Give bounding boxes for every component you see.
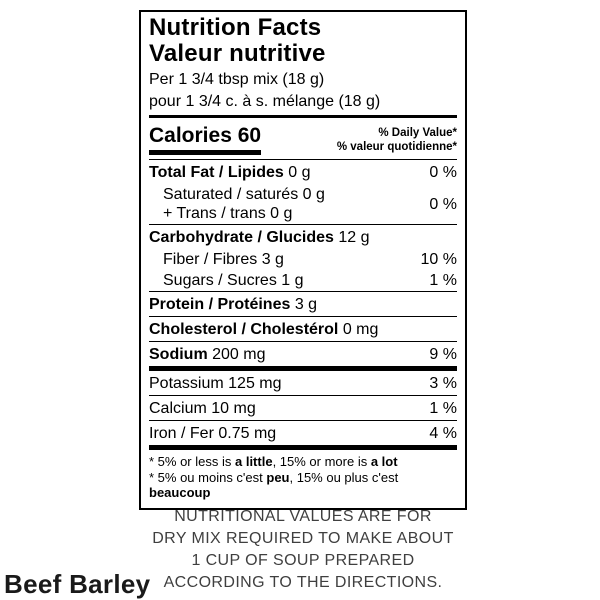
row-sodium: Sodium 200 mg 9 % (149, 341, 457, 366)
row-total-fat: Total Fat / Lipides 0 g 0 % (149, 159, 457, 184)
preparation-note-line: NUTRITIONAL VALUES ARE FOR (174, 508, 432, 525)
sodium-pct: 9 % (429, 345, 457, 363)
sugars-label: Sugars / Sucres (163, 272, 277, 289)
label-title-fr: Valeur nutritive (149, 40, 326, 67)
product-name: Beef Barley (4, 569, 151, 599)
potassium-pct: 3 % (429, 374, 457, 392)
row-potassium: Potassium 125 mg 3 % (149, 366, 457, 395)
potassium-label: Potassium (149, 374, 224, 392)
nutrition-facts-label: Nutrition Facts Valeur nutritive Per 1 3… (139, 10, 467, 510)
saturated-trans-pct: 0 % (429, 195, 457, 213)
daily-value-en: % Daily Value* (378, 127, 457, 139)
saturated-line: Saturated / saturés 0 g (163, 186, 325, 203)
row-iron: Iron / Fer 0.75 mg 4 % (149, 420, 457, 445)
fiber-value: 3 g (261, 251, 284, 268)
row-sugars: Sugars / Sucres 1 g 1 % (149, 270, 457, 291)
carbohydrate-label: Carbohydrate / Glucides (149, 228, 334, 246)
calories-value: 60 (237, 124, 262, 147)
total-fat-value: 0 g (288, 163, 311, 181)
serving-size-fr: pour 1 3/4 c. à s. mélange (18 g) (149, 92, 381, 110)
calories-section: Calories 60 % Daily Value* % valeur quot… (149, 118, 457, 159)
footnote-fr: * 5% ou moins c'est peu, 15% ou plus c'e… (149, 469, 399, 501)
daily-value-fr: % valeur quotidienne* (336, 140, 457, 153)
sugars-pct: 1 % (429, 272, 457, 289)
iron-value: 0.75 mg (218, 424, 277, 442)
label-title-en: Nutrition Facts (149, 14, 322, 41)
calories-label: Calories (149, 124, 232, 147)
preparation-note-line: ACCORDING TO THE DIRECTIONS. (163, 574, 443, 591)
footnote-en: * 5% or less is a little, 15% or more is… (149, 454, 398, 469)
calcium-label: Calcium (149, 399, 207, 417)
daily-value-header: % Daily Value* % valeur quotidienne* (337, 122, 457, 155)
protein-label: Protein / Protéines (149, 295, 291, 313)
protein-value: 3 g (294, 295, 318, 313)
cholesterol-value: 0 mg (342, 320, 379, 338)
total-fat-label: Total Fat / Lipides (149, 163, 284, 181)
iron-pct: 4 % (429, 424, 457, 442)
row-saturated-trans: Saturated / saturés 0 g + Trans / trans … (149, 184, 457, 224)
sodium-value: 200 mg (212, 345, 266, 363)
potassium-value: 125 mg (228, 374, 282, 392)
serving-size-en: Per 1 3/4 tbsp mix (18 g) (149, 71, 325, 88)
row-fiber: Fiber / Fibres 3 g 10 % (149, 249, 457, 270)
fiber-pct: 10 % (420, 251, 457, 268)
footnotes: * 5% or less is a little, 15% or more is… (149, 445, 457, 503)
row-carbohydrate: Carbohydrate / Glucides 12 g (149, 224, 457, 249)
total-fat-pct: 0 % (429, 163, 457, 181)
header-divider (149, 115, 457, 118)
preparation-note-line: 1 CUP OF SOUP PREPARED (191, 552, 415, 569)
sugars-value: 1 g (281, 272, 304, 289)
row-protein: Protein / Protéines 3 g (149, 291, 457, 316)
carbohydrate-value: 12 g (338, 228, 370, 246)
trans-line: + Trans / trans 0 g (163, 205, 293, 222)
row-cholesterol: Cholesterol / Cholestérol 0 mg (149, 316, 457, 341)
preparation-note: NUTRITIONAL VALUES ARE FOR DRY MIX REQUI… (138, 506, 468, 594)
sodium-label: Sodium (149, 345, 208, 363)
row-calcium: Calcium 10 mg 1 % (149, 395, 457, 420)
cholesterol-label: Cholesterol / Cholestérol (149, 320, 339, 338)
calories: Calories 60 (149, 122, 261, 155)
preparation-note-line: DRY MIX REQUIRED TO MAKE ABOUT (152, 530, 454, 547)
iron-label: Iron / Fer (149, 424, 214, 442)
calcium-value: 10 mg (211, 399, 256, 417)
calories-underline (149, 150, 261, 155)
calcium-pct: 1 % (429, 399, 457, 417)
fiber-label: Fiber / Fibres (163, 251, 258, 268)
